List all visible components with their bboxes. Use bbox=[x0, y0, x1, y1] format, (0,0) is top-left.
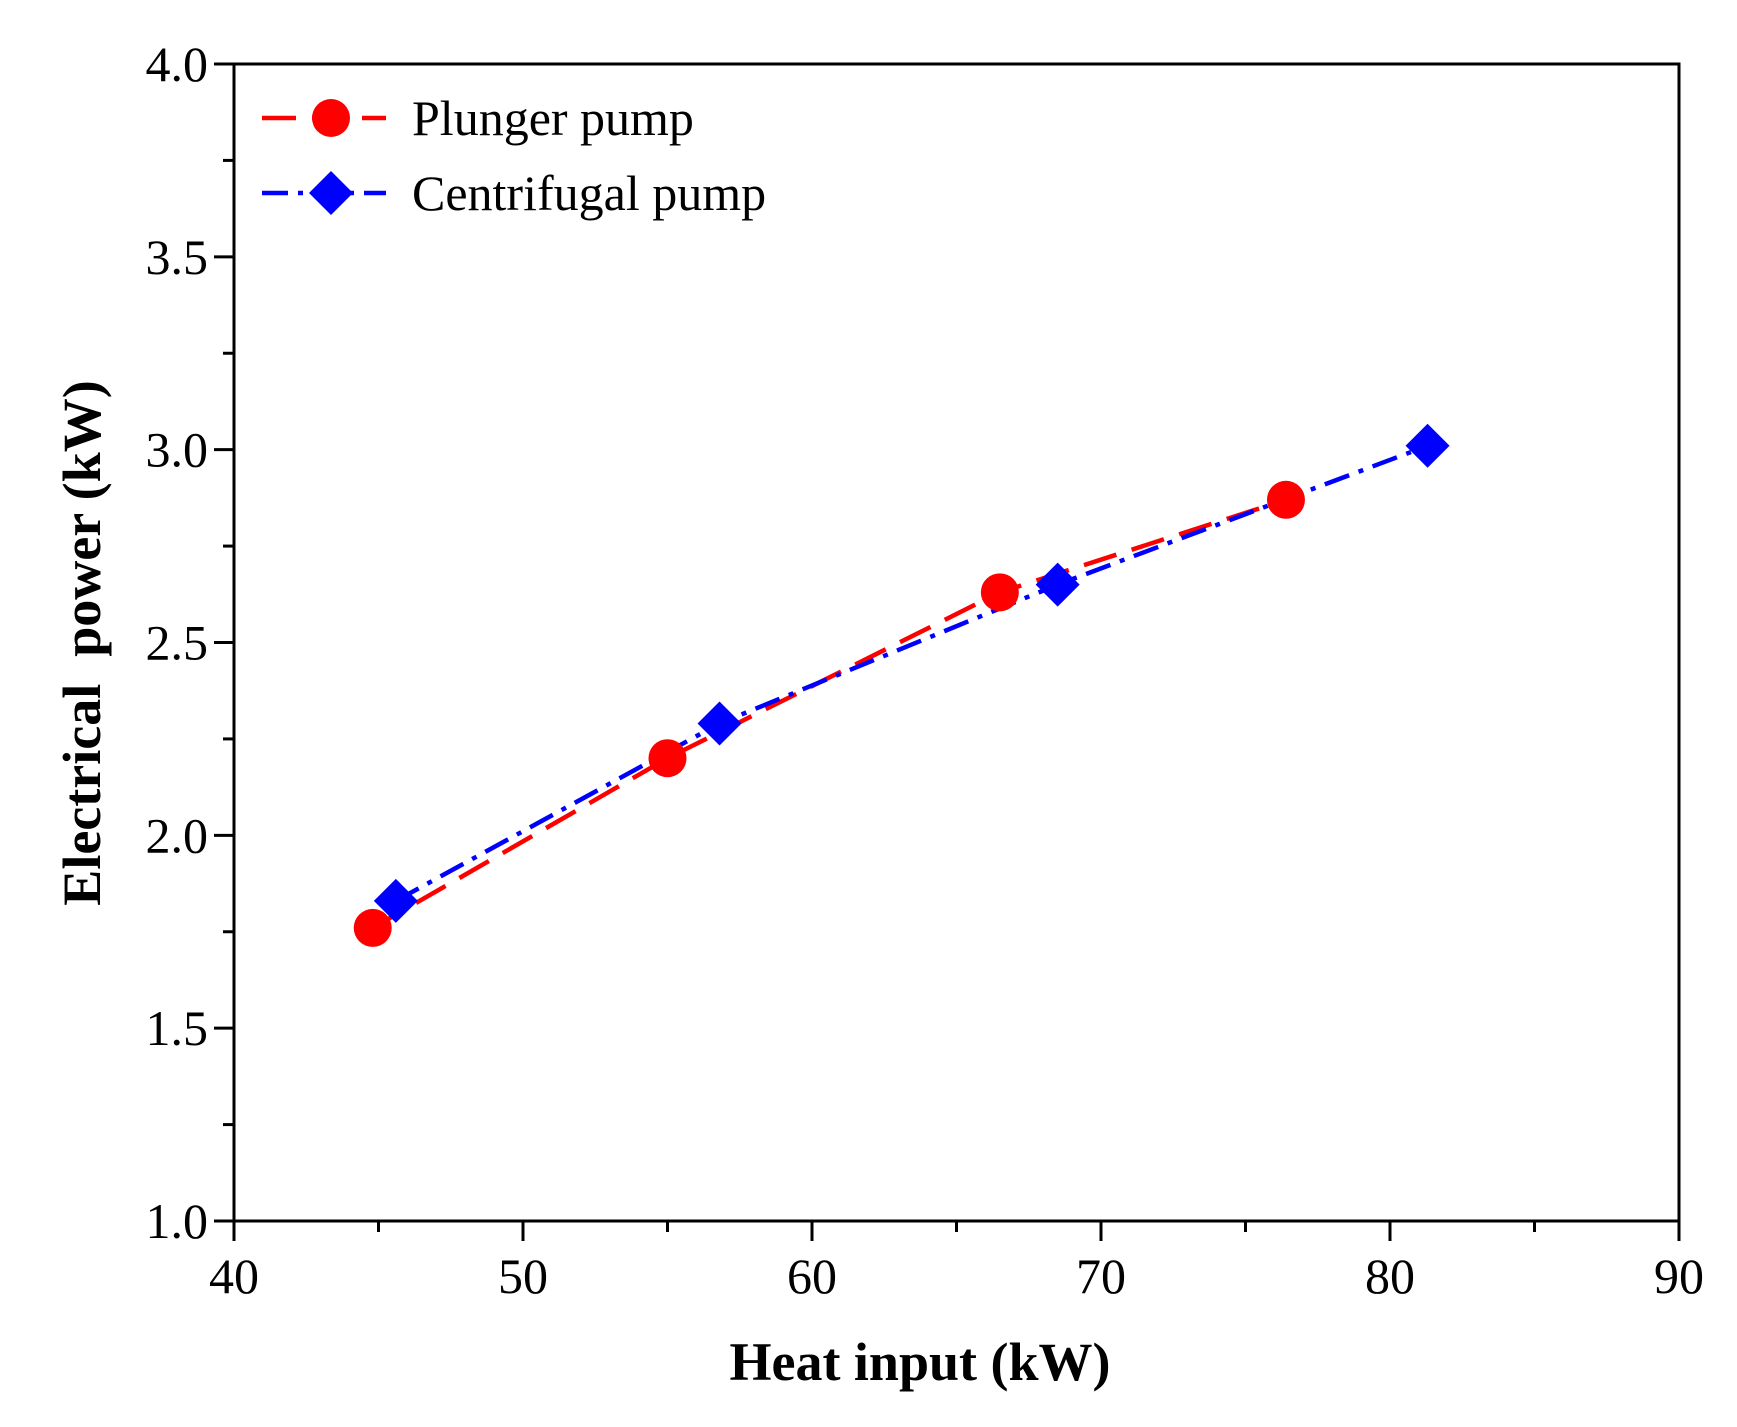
axis-ticks bbox=[214, 62, 1681, 1241]
y-tick-label: 3.0 bbox=[146, 422, 209, 478]
x-tick-label: 40 bbox=[209, 1248, 259, 1304]
y-tick-label: 2.0 bbox=[146, 807, 209, 863]
x-tick-label: 60 bbox=[787, 1248, 837, 1304]
legend-label: Plunger pump bbox=[412, 90, 694, 146]
series-line bbox=[394, 443, 1429, 903]
data-point bbox=[1405, 423, 1450, 468]
legend-marker bbox=[312, 99, 350, 137]
data-point bbox=[373, 878, 418, 923]
legend-label: Centrifugal pump bbox=[412, 165, 766, 221]
x-axis-title: Heat input (kW) bbox=[729, 1332, 1110, 1392]
plot-area bbox=[232, 62, 1681, 1223]
data-point bbox=[353, 908, 392, 947]
y-tick-label: 2.5 bbox=[146, 615, 209, 671]
legend: Plunger pump Centrifugal pump bbox=[262, 90, 766, 221]
data-point bbox=[1035, 562, 1080, 607]
x-tick-label: 70 bbox=[1076, 1248, 1126, 1304]
y-tick-labels: 1.0 1.5 2.0 2.5 3.0 3.5 4.0 bbox=[146, 36, 209, 1249]
data-point bbox=[980, 573, 1019, 612]
y-tick-label: 3.5 bbox=[146, 229, 209, 285]
y-tick-label: 1.5 bbox=[146, 1000, 209, 1056]
x-tick-label: 80 bbox=[1365, 1248, 1415, 1304]
series-line bbox=[371, 497, 1287, 930]
legend-marker bbox=[309, 171, 353, 215]
data-point bbox=[1266, 480, 1305, 519]
series-lines bbox=[371, 443, 1429, 930]
y-tick-label: 1.0 bbox=[146, 1193, 209, 1249]
y-tick-label: 4.0 bbox=[146, 36, 209, 92]
x-tick-label: 90 bbox=[1654, 1248, 1704, 1304]
y-axis-title: Electrical power (kW) bbox=[52, 380, 112, 905]
data-point bbox=[648, 739, 687, 778]
x-tick-label: 50 bbox=[498, 1248, 548, 1304]
data-point bbox=[697, 701, 742, 746]
series-markers bbox=[353, 423, 1450, 947]
x-tick-labels: 40 50 60 70 80 90 bbox=[209, 1248, 1704, 1304]
